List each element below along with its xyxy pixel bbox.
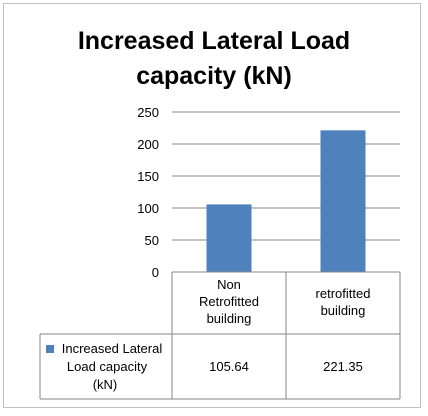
data-table: Non Retrofitted building retrofitted buildin… <box>39 271 401 400</box>
category-label: building <box>321 303 366 318</box>
y-tick-label: 100 <box>137 201 159 216</box>
series-name: Load capacity <box>67 359 148 374</box>
chart-title-line-2: capacity (kN) <box>136 62 292 90</box>
series-name: Increased Lateral <box>62 341 163 356</box>
value-cell: 105.64 <box>209 359 249 374</box>
bar <box>206 204 252 272</box>
bar <box>320 130 366 272</box>
y-axis-ticks: 0 50 100 150 200 250 <box>137 105 159 280</box>
chart-frame <box>3 3 421 408</box>
value-cell: 221.35 <box>323 359 363 374</box>
chart-title-line-1: Increased Lateral Load <box>77 27 351 55</box>
gridlines <box>172 111 400 241</box>
bars <box>206 130 366 272</box>
category-label: retrofitted <box>316 286 371 301</box>
y-tick-label: 250 <box>137 105 159 120</box>
legend-key <box>46 345 54 353</box>
category-label: building <box>207 311 252 326</box>
series-name: (kN) <box>93 377 118 392</box>
y-tick-label: 50 <box>145 233 159 248</box>
y-tick-label: 150 <box>137 169 159 184</box>
y-tick-label: 0 <box>152 265 159 280</box>
category-label: Non <box>217 277 241 292</box>
y-tick-label: 200 <box>137 137 159 152</box>
chart-title: Increased Lateral Load capacity (kN) <box>0 24 428 94</box>
category-label: Retrofitted <box>199 294 259 309</box>
